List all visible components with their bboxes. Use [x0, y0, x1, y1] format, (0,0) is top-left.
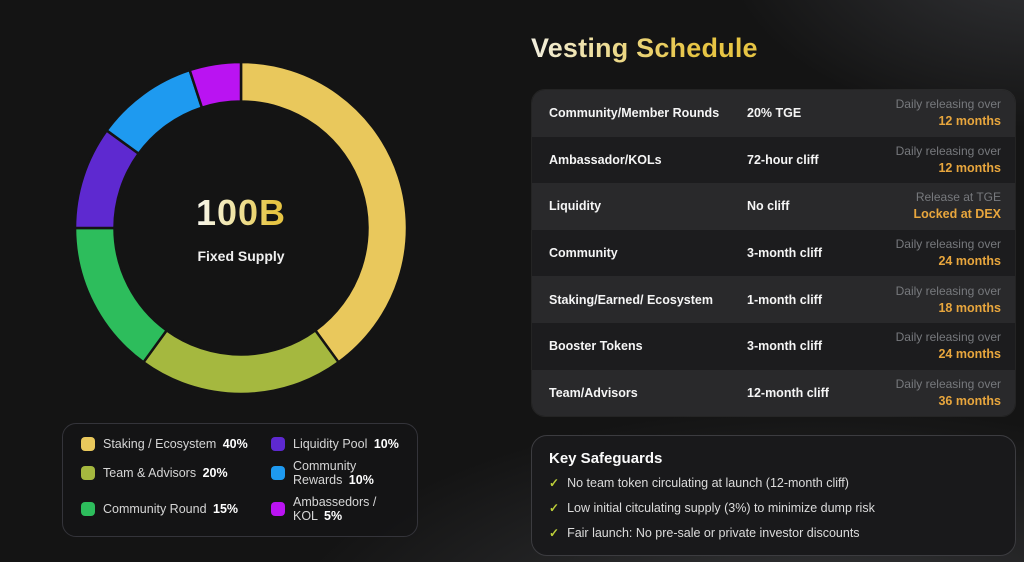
legend-label: Ambassedors / KOL 5% — [293, 495, 377, 523]
donut-chart-svg — [73, 60, 409, 396]
vesting-schedule-title: Vesting Schedule — [531, 33, 758, 63]
legend-swatch — [81, 466, 95, 480]
vesting-release-note: Daily releasing over 18 months — [896, 283, 1001, 317]
vesting-row-liquidity: Liquidity No cliff Release at TGE Locked at… — [532, 183, 1015, 230]
legend-swatch — [81, 437, 95, 451]
release-note-line1: Daily releasing over — [895, 283, 1001, 298]
release-note-line1: Daily releasing over — [895, 143, 1001, 158]
release-note-line1: Daily releasing over — [895, 330, 1001, 345]
donut-segment-staking-ecosystem[interactable] — [239, 60, 409, 365]
release-note-line1: Daily releasing over — [895, 97, 1001, 112]
vesting-cliff: No cliff — [747, 199, 790, 214]
vesting-release-note: Release at TGE Locked at DEX — [913, 189, 1001, 223]
vesting-release-note: Daily releasing over 12 months — [896, 96, 1001, 130]
legend-swatch — [81, 502, 95, 516]
safeguard-item-3: ✓ Fair launch: No pre-sale or private inv… — [549, 526, 997, 540]
vesting-row-community: Community 3-month cliff Daily releasing ov… — [532, 229, 1015, 277]
vesting-row-staking-earned-ecosystem: Staking/Earned/ Ecosystem 1-month cliff Da… — [532, 276, 1015, 323]
legend-percentage: 20% — [202, 466, 228, 480]
legend-item-staking-ecosystem[interactable]: Staking / Ecosystem 40% — [81, 437, 271, 451]
vesting-cliff: 20% TGE — [747, 106, 802, 121]
vesting-row-ambassador-kols: Ambassador/KOLs 72-hour cliff Daily releas… — [532, 136, 1015, 184]
legend-label: Community Round 15% — [103, 502, 239, 516]
legend-label: Team & Advisors 20% — [103, 466, 228, 480]
release-note-line2: 12 months — [938, 160, 1001, 175]
legend-label: Staking / Ecosystem 40% — [103, 437, 248, 451]
legend-item-team-advisors[interactable]: Team & Advisors 20% — [81, 459, 271, 487]
vesting-cliff: 12-month cliff — [747, 385, 829, 400]
donut-segment-team-advisors[interactable] — [141, 328, 341, 396]
donut-segment-community-round[interactable] — [73, 226, 169, 365]
safeguard-text: Fair launch: No pre-sale or private inve… — [567, 526, 860, 540]
vesting-round-name: Ambassador/KOLs — [549, 152, 662, 167]
vesting-release-note: Daily releasing over 12 months — [896, 143, 1001, 177]
legend-item-liquidity-pool[interactable]: Liquidity Pool 10% — [271, 437, 401, 451]
legend-percentage: 10% — [373, 437, 399, 451]
legend-swatch — [271, 437, 285, 451]
vesting-round-name: Community/Member Rounds — [549, 106, 720, 121]
check-icon: ✓ — [549, 526, 560, 540]
vesting-round-name: Staking/Earned/ Ecosystem — [549, 292, 713, 307]
legend-swatch — [271, 502, 285, 516]
vesting-row-team-advisors: Team/Advisors 12-month cliff Daily releasi… — [532, 369, 1015, 417]
key-safeguards-list: ✓ No team token circulating at launch (12… — [549, 476, 997, 540]
vesting-row-community-member-rounds: Community/Member Rounds 20% TGE Daily rele… — [532, 90, 1015, 137]
vesting-cliff: 3-month cliff — [747, 339, 822, 354]
release-note-line1: Release at TGE — [915, 190, 1001, 205]
vesting-round-name: Community — [549, 246, 618, 261]
release-note-line2: 24 months — [938, 254, 1001, 269]
release-note-line2: 18 months — [938, 300, 1001, 315]
release-note-line1: Daily releasing over — [895, 237, 1001, 252]
vesting-release-note: Daily releasing over 24 months — [896, 236, 1001, 270]
legend-swatch — [271, 466, 285, 480]
allocation-legend: Staking / Ecosystem 40% Team & Advisors 2… — [62, 423, 418, 537]
legend-label: Community Rewards 10% — [293, 459, 374, 487]
vesting-cliff: 3-month cliff — [747, 246, 822, 261]
safeguard-text: No team token circulating at launch (12-… — [567, 476, 849, 490]
vesting-round-name: Booster Tokens — [549, 339, 643, 354]
vesting-round-name: Team/Advisors — [549, 385, 638, 400]
vesting-row-booster-tokens: Booster Tokens 3-month cliff Daily releasi… — [532, 322, 1015, 370]
token-allocation-donut-chart: 100B Fixed Supply — [72, 59, 410, 397]
release-note-line2: Locked at DEX — [913, 207, 1001, 222]
donut-segment-community-rewards[interactable] — [104, 68, 204, 156]
legend-item-ambassedors-kol[interactable]: Ambassedors / KOL 5% — [271, 495, 401, 523]
release-note-line2: 36 months — [938, 393, 1001, 408]
safeguard-item-1: ✓ No team token circulating at launch (12… — [549, 476, 997, 490]
release-note-line1: Daily releasing over — [895, 376, 1001, 391]
legend-item-community-rewards[interactable]: Community Rewards 10% — [271, 459, 401, 487]
legend-percentage: 40% — [222, 437, 248, 451]
legend-percentage: 5% — [324, 509, 343, 523]
legend-percentage: 15% — [213, 502, 239, 516]
safeguard-text: Low initial citculating supply (3%) to m… — [567, 501, 875, 515]
check-icon: ✓ — [549, 476, 560, 490]
check-icon: ✓ — [549, 501, 560, 515]
vesting-cliff: 72-hour cliff — [747, 152, 819, 167]
key-safeguards-card: Key Safeguards ✓ No team token circulatin… — [531, 435, 1016, 556]
vesting-release-note: Daily releasing over 24 months — [896, 329, 1001, 363]
legend-percentage: 10% — [348, 473, 374, 487]
safeguard-item-2: ✓ Low initial citculating supply (3%) to … — [549, 501, 997, 515]
legend-item-community-round[interactable]: Community Round 15% — [81, 495, 271, 523]
key-safeguards-title: Key Safeguards — [549, 450, 663, 467]
vesting-cliff: 1-month cliff — [747, 292, 822, 307]
vesting-round-name: Liquidity — [549, 199, 602, 214]
release-note-line2: 12 months — [938, 114, 1001, 129]
legend-label: Liquidity Pool 10% — [293, 437, 399, 451]
vesting-schedule-table: Community/Member Rounds 20% TGE Daily rele… — [531, 89, 1016, 418]
vesting-release-note: Daily releasing over 36 months — [896, 376, 1001, 410]
donut-segment-ambassedors-kol[interactable] — [188, 60, 243, 110]
release-note-line2: 24 months — [938, 347, 1001, 362]
